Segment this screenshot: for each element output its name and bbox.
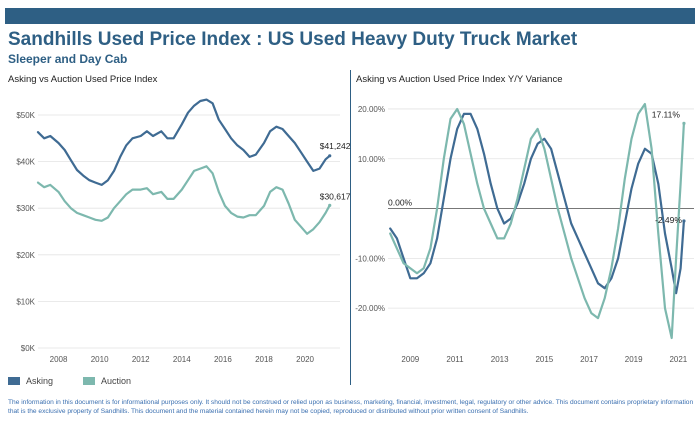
series-end-point-auction [682, 121, 686, 125]
y-tick-label: 10.00% [358, 155, 385, 164]
series-line-auction [389, 102, 686, 340]
y-tick-label: $40K [16, 158, 35, 167]
left-chart-title: Asking vs Auction Used Price Index [8, 74, 158, 85]
variance-chart: -20.00% -10.00% 10.00% 20.00% 2009 2011 2013 20… [355, 102, 694, 364]
price-index-chart: $0K $10K $20K $30K $40K $50K 2008 2010 2012 2014 2… [16, 98, 351, 364]
y-tick-label: $0K [21, 344, 36, 353]
y-tick-label: $50K [16, 111, 35, 120]
x-tick-label: 2017 [580, 355, 598, 364]
x-tick-label: 2011 [446, 355, 464, 364]
page-title: Sandhills Used Price Index : US Used Hea… [8, 29, 578, 50]
x-tick-label: 2021 [669, 355, 687, 364]
x-tick-label: 2010 [91, 355, 109, 364]
y-tick-label: 20.00% [358, 105, 385, 114]
series-line-auction [36, 165, 331, 235]
series-line-asking [36, 98, 331, 186]
legend-label-asking: Asking [26, 376, 54, 386]
data-label: -2.49% [655, 215, 682, 225]
y-tick-label: $30K [16, 204, 35, 213]
legend-swatch-auction [83, 377, 96, 385]
data-label: $41,242 [320, 141, 351, 151]
y-tick-label: -20.00% [355, 304, 385, 313]
legend-label-auction: Auction [101, 376, 132, 386]
y-tick-label: $20K [16, 251, 35, 260]
x-tick-label: 2020 [296, 355, 314, 364]
legend-item-auction: Auction [83, 376, 131, 386]
series-end-point-asking [328, 154, 332, 158]
x-tick-label: 2018 [255, 355, 273, 364]
x-tick-label: 2019 [625, 355, 643, 364]
x-tick-label: 2015 [535, 355, 553, 364]
legend-item-asking: Asking [8, 376, 53, 386]
x-tick-label: 2014 [173, 355, 191, 364]
x-tick-label: 2008 [50, 355, 68, 364]
disclaimer-text: The information in this document is for … [8, 399, 694, 415]
data-label: 17.11% [652, 109, 681, 119]
right-chart-title: Asking vs Auction Used Price Index Y/Y V… [356, 74, 563, 85]
panel-divider [350, 70, 351, 385]
data-label: $30,617 [320, 191, 351, 201]
legend-swatch-asking [8, 377, 20, 385]
header-bar [5, 8, 695, 24]
y-tick-label: $10K [16, 297, 35, 306]
series-line-asking [389, 112, 686, 295]
x-tick-label: 2009 [401, 355, 419, 364]
series-end-point-auction [328, 203, 332, 207]
legend: Asking Auction [8, 376, 161, 386]
y-tick-label: -10.00% [355, 254, 385, 263]
x-tick-label: 2013 [491, 355, 509, 364]
page-subtitle: Sleeper and Day Cab [8, 52, 128, 66]
x-tick-label: 2016 [214, 355, 232, 364]
series-end-point-asking [682, 219, 686, 223]
x-tick-label: 2012 [132, 355, 150, 364]
data-label: 0.00% [388, 198, 413, 208]
